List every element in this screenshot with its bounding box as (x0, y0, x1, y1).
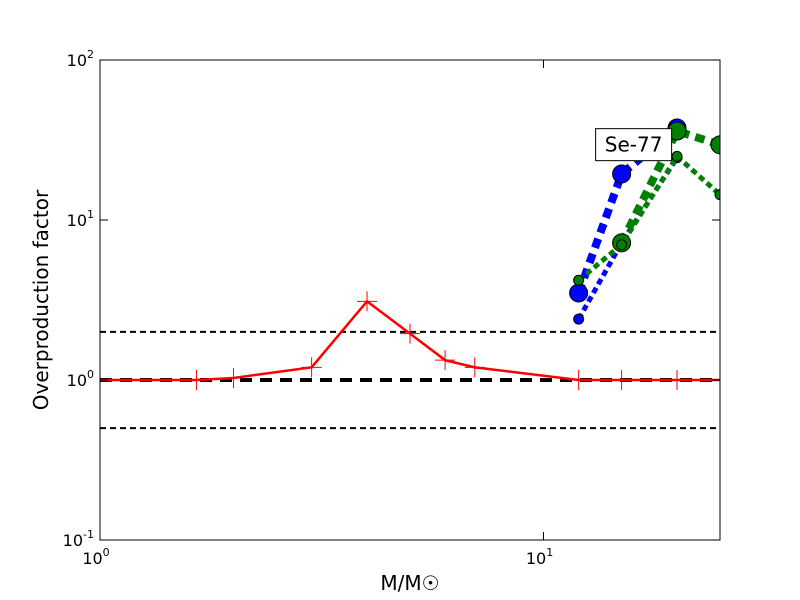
marker (301, 357, 322, 378)
marker (710, 135, 720, 155)
marker (435, 350, 456, 371)
marker (671, 150, 683, 162)
y-tick-label: 102 (67, 48, 94, 70)
y-tick-label: 100 (67, 368, 94, 390)
y-tick-label: 10-1 (63, 528, 94, 550)
y-tick-label-base: 10 (67, 211, 87, 230)
y-tick-label-exponent: 1 (87, 208, 94, 221)
marker (186, 370, 207, 390)
annotation: Se-77 (605, 133, 663, 157)
marker (569, 283, 589, 303)
y-tick-label-exponent: 0 (87, 368, 94, 381)
x-tick-label: 101 (526, 546, 553, 568)
axes-frame (99, 59, 721, 541)
marker (223, 367, 244, 388)
y-tick-label-exponent: 2 (87, 48, 94, 61)
plot-area (100, 118, 720, 430)
marker (464, 357, 485, 378)
x-axis-label: M/M☉ (380, 571, 439, 595)
x-tick-label: 100 (82, 546, 109, 568)
x-tick-label-exponent: 0 (103, 546, 110, 559)
y-tick-label-base: 10 (63, 531, 83, 550)
x-tick-label-base: 10 (526, 549, 546, 568)
marker (714, 189, 720, 201)
marker (667, 370, 688, 390)
x-tick-label-exponent: 1 (546, 546, 553, 559)
annotation-box (595, 128, 673, 162)
marker (357, 291, 378, 312)
marker (612, 164, 632, 184)
y-tick-label: 101 (67, 208, 94, 230)
marker (573, 274, 585, 286)
marker (400, 323, 420, 344)
y-tick-label-base: 10 (67, 371, 87, 390)
y-axis-label: Overproduction factor (29, 189, 53, 410)
x-tick-label-base: 10 (82, 549, 102, 568)
y-tick-label-exponent: -1 (83, 528, 94, 541)
marker (616, 239, 628, 251)
y-tick-label-base: 10 (67, 51, 87, 70)
marker (573, 313, 585, 325)
marker (611, 370, 632, 390)
marker (568, 370, 589, 390)
